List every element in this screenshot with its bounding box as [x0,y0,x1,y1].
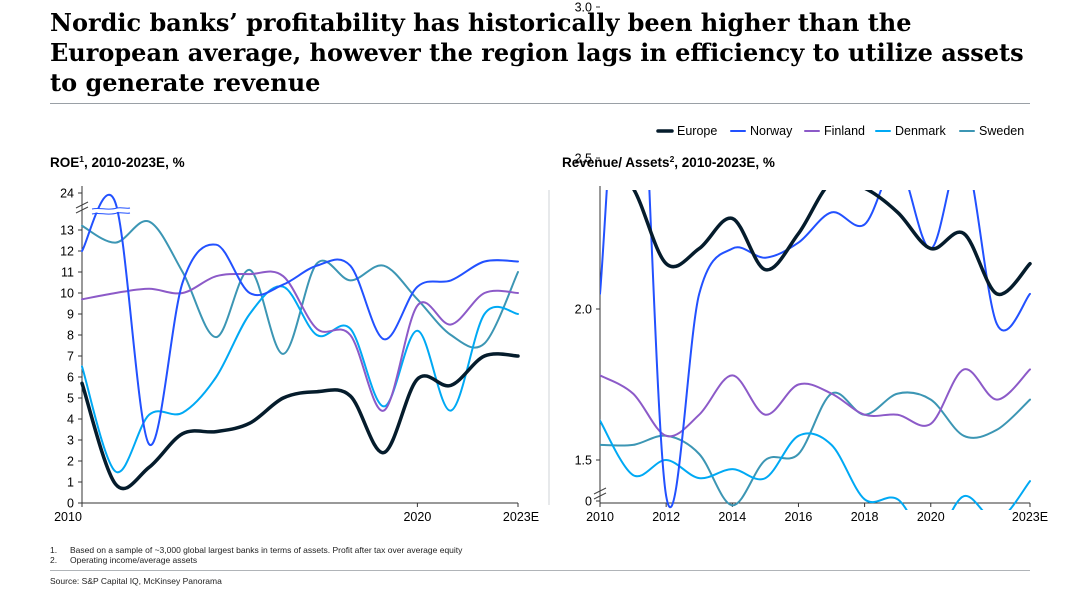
revenue-assets-y-tick-label-2.5: 2.5 [575,152,592,166]
roe-y-tick-label-0: 0 [67,497,74,511]
footnote-2-number: 2. [50,555,58,565]
roe-series-sweden [81,220,519,355]
roe-series-denmark [81,285,519,474]
footnote-1-text: Based on a sample of ~3,000 global large… [70,545,463,555]
roe-y-tick-label-24: 24 [60,187,74,201]
revenue-assets-y-axis-break-b [593,492,607,500]
roe-peak-break-gap [91,207,131,214]
footer-divider [50,570,1030,571]
roe-series-finland [81,270,519,412]
roe-peak-break-a [91,207,131,210]
revenue-assets-x-tick-label-2014: 2014 [718,510,746,524]
roe-y-tick-label-10: 10 [60,287,74,301]
page-title: Nordic banks’ profitability has historic… [50,8,1024,97]
roe-y-tick-label-8: 8 [67,329,74,343]
footnote-2-text: Operating income/average assets [70,555,198,565]
legend-label-finland: Finland [824,124,865,138]
roe-y-tick-label-13: 13 [60,224,74,238]
roe-y-tick-label-3: 3 [67,434,74,448]
roe-series-norway [81,193,519,446]
roe-y-tick-label-1: 1 [67,476,74,490]
legend-label-denmark: Denmark [895,124,946,138]
legend-item-europe: Europe [656,124,717,138]
revenue-assets-y-tick-label-0: 0 [585,495,592,509]
legend-item-sweden: Sweden [959,124,1024,138]
title-divider [50,103,1030,104]
revenue-assets-x-tick-label-2018: 2018 [851,510,879,524]
roe-y-tick-label-9: 9 [67,308,74,322]
roe-y-tick-label-2: 2 [67,455,74,469]
roe-y-tick-label-5: 5 [67,392,74,406]
revenue-assets-series-denmark [600,419,1031,510]
revenue-assets-series-finland [600,368,1031,438]
revenue-assets-chart: 0 1.5 2.0 2.5 3.0 2010 2012 2014 2016 2018 2020 202… [575,1,1048,525]
revenue-assets-x-tick-label-2012: 2012 [652,510,680,524]
roe-y-axis-break-a [75,201,89,209]
legend: Europe Norway Finland Denmark Sweden [656,124,1024,138]
roe-y-axis-break-b [75,206,89,214]
roe-y-tick-label-11: 11 [61,266,74,280]
revenue-assets-series-europe [632,190,1032,296]
footnote-1-number: 1. [50,545,58,555]
footnotes: 1. Based on a sample of ~3,000 global la… [50,545,462,565]
roe-y-tick-label-12: 12 [60,245,74,259]
footnote-1: 1. Based on a sample of ~3,000 global la… [50,545,462,555]
roe-peak-break-b [91,212,131,215]
legend-item-norway: Norway [730,124,793,138]
revenue-assets-y-tick-label-3.0: 3.0 [575,1,592,15]
roe-x-tick-label-2023E: 2023E [503,510,539,524]
roe-y-tick-label-7: 7 [67,350,74,364]
revenue-assets-y-tick-label-2.0: 2.0 [575,303,592,317]
revenue-assets-x-tick-label-2016: 2016 [785,510,813,524]
roe-series-europe [80,352,520,491]
roe-y-tick-label-6: 6 [67,371,74,385]
legend-item-denmark: Denmark [875,124,946,138]
roe-chart-title: ROE1, 2010-2023E, % [50,154,185,170]
legend-item-finland: Finland [804,124,865,138]
legend-label-sweden: Sweden [979,124,1024,138]
source-note: Source: S&P Capital IQ, McKinsey Panoram… [50,576,222,586]
roe-x-tick-label-2020: 2020 [403,510,431,524]
revenue-assets-series-norway [600,190,1031,509]
legend-label-europe: Europe [677,124,717,138]
revenue-assets-y-tick-label-1.5: 1.5 [575,454,592,468]
revenue-assets-x-tick-label-2023E: 2023E [1012,510,1048,524]
roe-x-tick-label-2010: 2010 [54,510,82,524]
revenue-assets-x-tick-label-2010: 2010 [586,510,614,524]
revenue-assets-x-tick-label-2020: 2020 [917,510,945,524]
roe-y-tick-label-4: 4 [67,413,74,427]
legend-label-norway: Norway [750,124,793,138]
revenue-assets-chart-title: Revenue/ Assets2, 2010-2023E, % [562,154,775,170]
revenue-assets-y-axis-break-a [593,487,607,495]
footnote-2: 2. Operating income/average assets [50,555,462,565]
